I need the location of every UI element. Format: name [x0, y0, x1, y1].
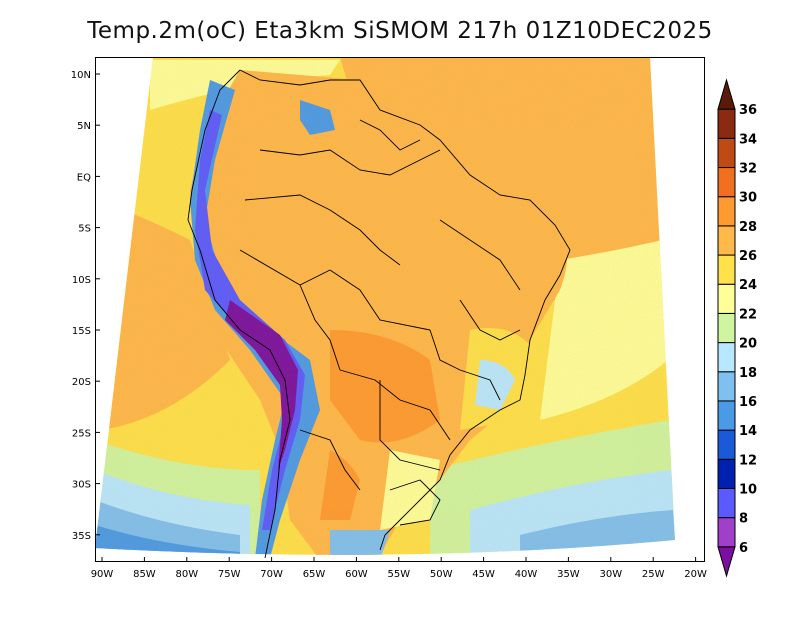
lat-tick-label: 10N	[71, 70, 91, 81]
lon-tick-label: 65W	[303, 569, 326, 580]
colorbar-level-label: 14	[739, 424, 757, 439]
lon-tick-label: 20W	[684, 569, 707, 580]
colorbar-level-label: 30	[739, 191, 757, 206]
colorbar-swatch	[717, 342, 736, 373]
lat-tick-label: 25S	[72, 428, 91, 439]
border-uruguay	[389, 479, 441, 526]
lon-tick-label: 60W	[345, 569, 368, 580]
colorbar-level-label: 32	[739, 162, 757, 177]
colorbar-level-label: 26	[739, 249, 757, 264]
colorbar-swatch	[717, 487, 736, 519]
colorbar-level-label: 34	[739, 132, 757, 147]
colorbar-level-label: 6	[739, 541, 748, 556]
colorbar-level-label: 20	[739, 337, 757, 352]
colorbar-level-label: 18	[739, 366, 757, 381]
colorbar-level-label: 12	[739, 453, 757, 468]
border-amazon	[244, 194, 401, 266]
border-bolivia-north	[239, 249, 431, 331]
lon-tick-label: 90W	[91, 569, 114, 580]
colorbar-swatch	[717, 225, 736, 256]
colorbar-swatch	[717, 196, 736, 227]
lon-tick-label: 40W	[515, 569, 538, 580]
field-texture	[95, 57, 675, 555]
lat-tick-label: 35S	[72, 531, 91, 542]
colorbar-swatch	[717, 108, 736, 139]
colorbar-swatch	[717, 283, 736, 314]
colorbar-swatch	[717, 429, 736, 460]
border-guianas	[359, 119, 421, 151]
lon-tick-label: 85W	[133, 569, 156, 580]
colorbar-level-label: 10	[739, 482, 757, 497]
colorbar-swatch	[717, 137, 736, 169]
border-paraguay	[339, 369, 451, 441]
lat-tick-label: 10S	[72, 275, 91, 286]
colorbar-swatch	[717, 517, 736, 548]
lat-tick-label: 5N	[77, 121, 91, 132]
lon-tick-label: 80W	[175, 569, 198, 580]
border-northeast-states	[439, 219, 521, 291]
lon-tick-label: 50W	[430, 569, 453, 580]
colorbar-level-label: 16	[739, 395, 757, 410]
lon-tick-label: 45W	[472, 569, 495, 580]
temperature-field	[95, 57, 675, 555]
colorbar-level-label: 28	[739, 220, 757, 235]
pacific-coastline	[187, 69, 291, 559]
colorbar-swatch	[717, 254, 736, 285]
lat-tick-label: EQ	[77, 172, 91, 183]
border-chile-argentina	[299, 429, 361, 491]
colorbar-swatch	[717, 312, 736, 344]
border-minas	[429, 329, 501, 401]
border-bahia	[459, 299, 521, 341]
lon-tick-label: 35W	[557, 569, 580, 580]
map-title: Temp.2m(oC) Eta3km SiSMOM 217h 01Z10DEC2…	[87, 18, 713, 44]
lat-tick-label: 30S	[72, 480, 91, 491]
colorbar-swatch	[717, 167, 736, 198]
colorbar-arrow-low	[717, 546, 736, 578]
colorbar-level-label: 24	[739, 278, 757, 293]
atlantic-coastline	[239, 69, 571, 551]
lat-tick-label: 20S	[72, 377, 91, 388]
colorbar-level-label: 8	[739, 512, 748, 527]
political-boundaries	[187, 69, 571, 559]
colorbar-arrow-high	[717, 78, 736, 110]
lon-tick-label: 30W	[599, 569, 622, 580]
border-argentina-brazil	[379, 380, 441, 471]
lat-tick-label: 5S	[78, 224, 91, 235]
colorbar-swatch	[717, 400, 736, 431]
lon-tick-label: 70W	[260, 569, 283, 580]
lat-tick-label: 15S	[72, 326, 91, 337]
longitude-axis: 90W 85W 80W 75W 70W 65W 60W 55W 50W 45W 40W 35W 30W 2…	[91, 557, 707, 580]
colorbar-level-label: 22	[739, 307, 757, 322]
border-north	[259, 149, 441, 176]
colorbar-level-label: 36	[739, 103, 757, 118]
colorbar: 6 8 10 12 14 16 18 20 22 24 26 28 30 32 34 36	[717, 78, 757, 578]
lon-tick-label: 75W	[218, 569, 241, 580]
lon-tick-label: 25W	[642, 569, 665, 580]
colorbar-swatch	[717, 458, 736, 489]
lon-tick-label: 55W	[387, 569, 410, 580]
map-axes-frame	[95, 57, 705, 562]
latitude-axis: 10N 5N EQ 5S 10S 15S 20S 25S 30S 35S	[71, 70, 100, 542]
colorbar-swatch	[717, 371, 736, 402]
border-bolivia-west	[299, 284, 341, 371]
